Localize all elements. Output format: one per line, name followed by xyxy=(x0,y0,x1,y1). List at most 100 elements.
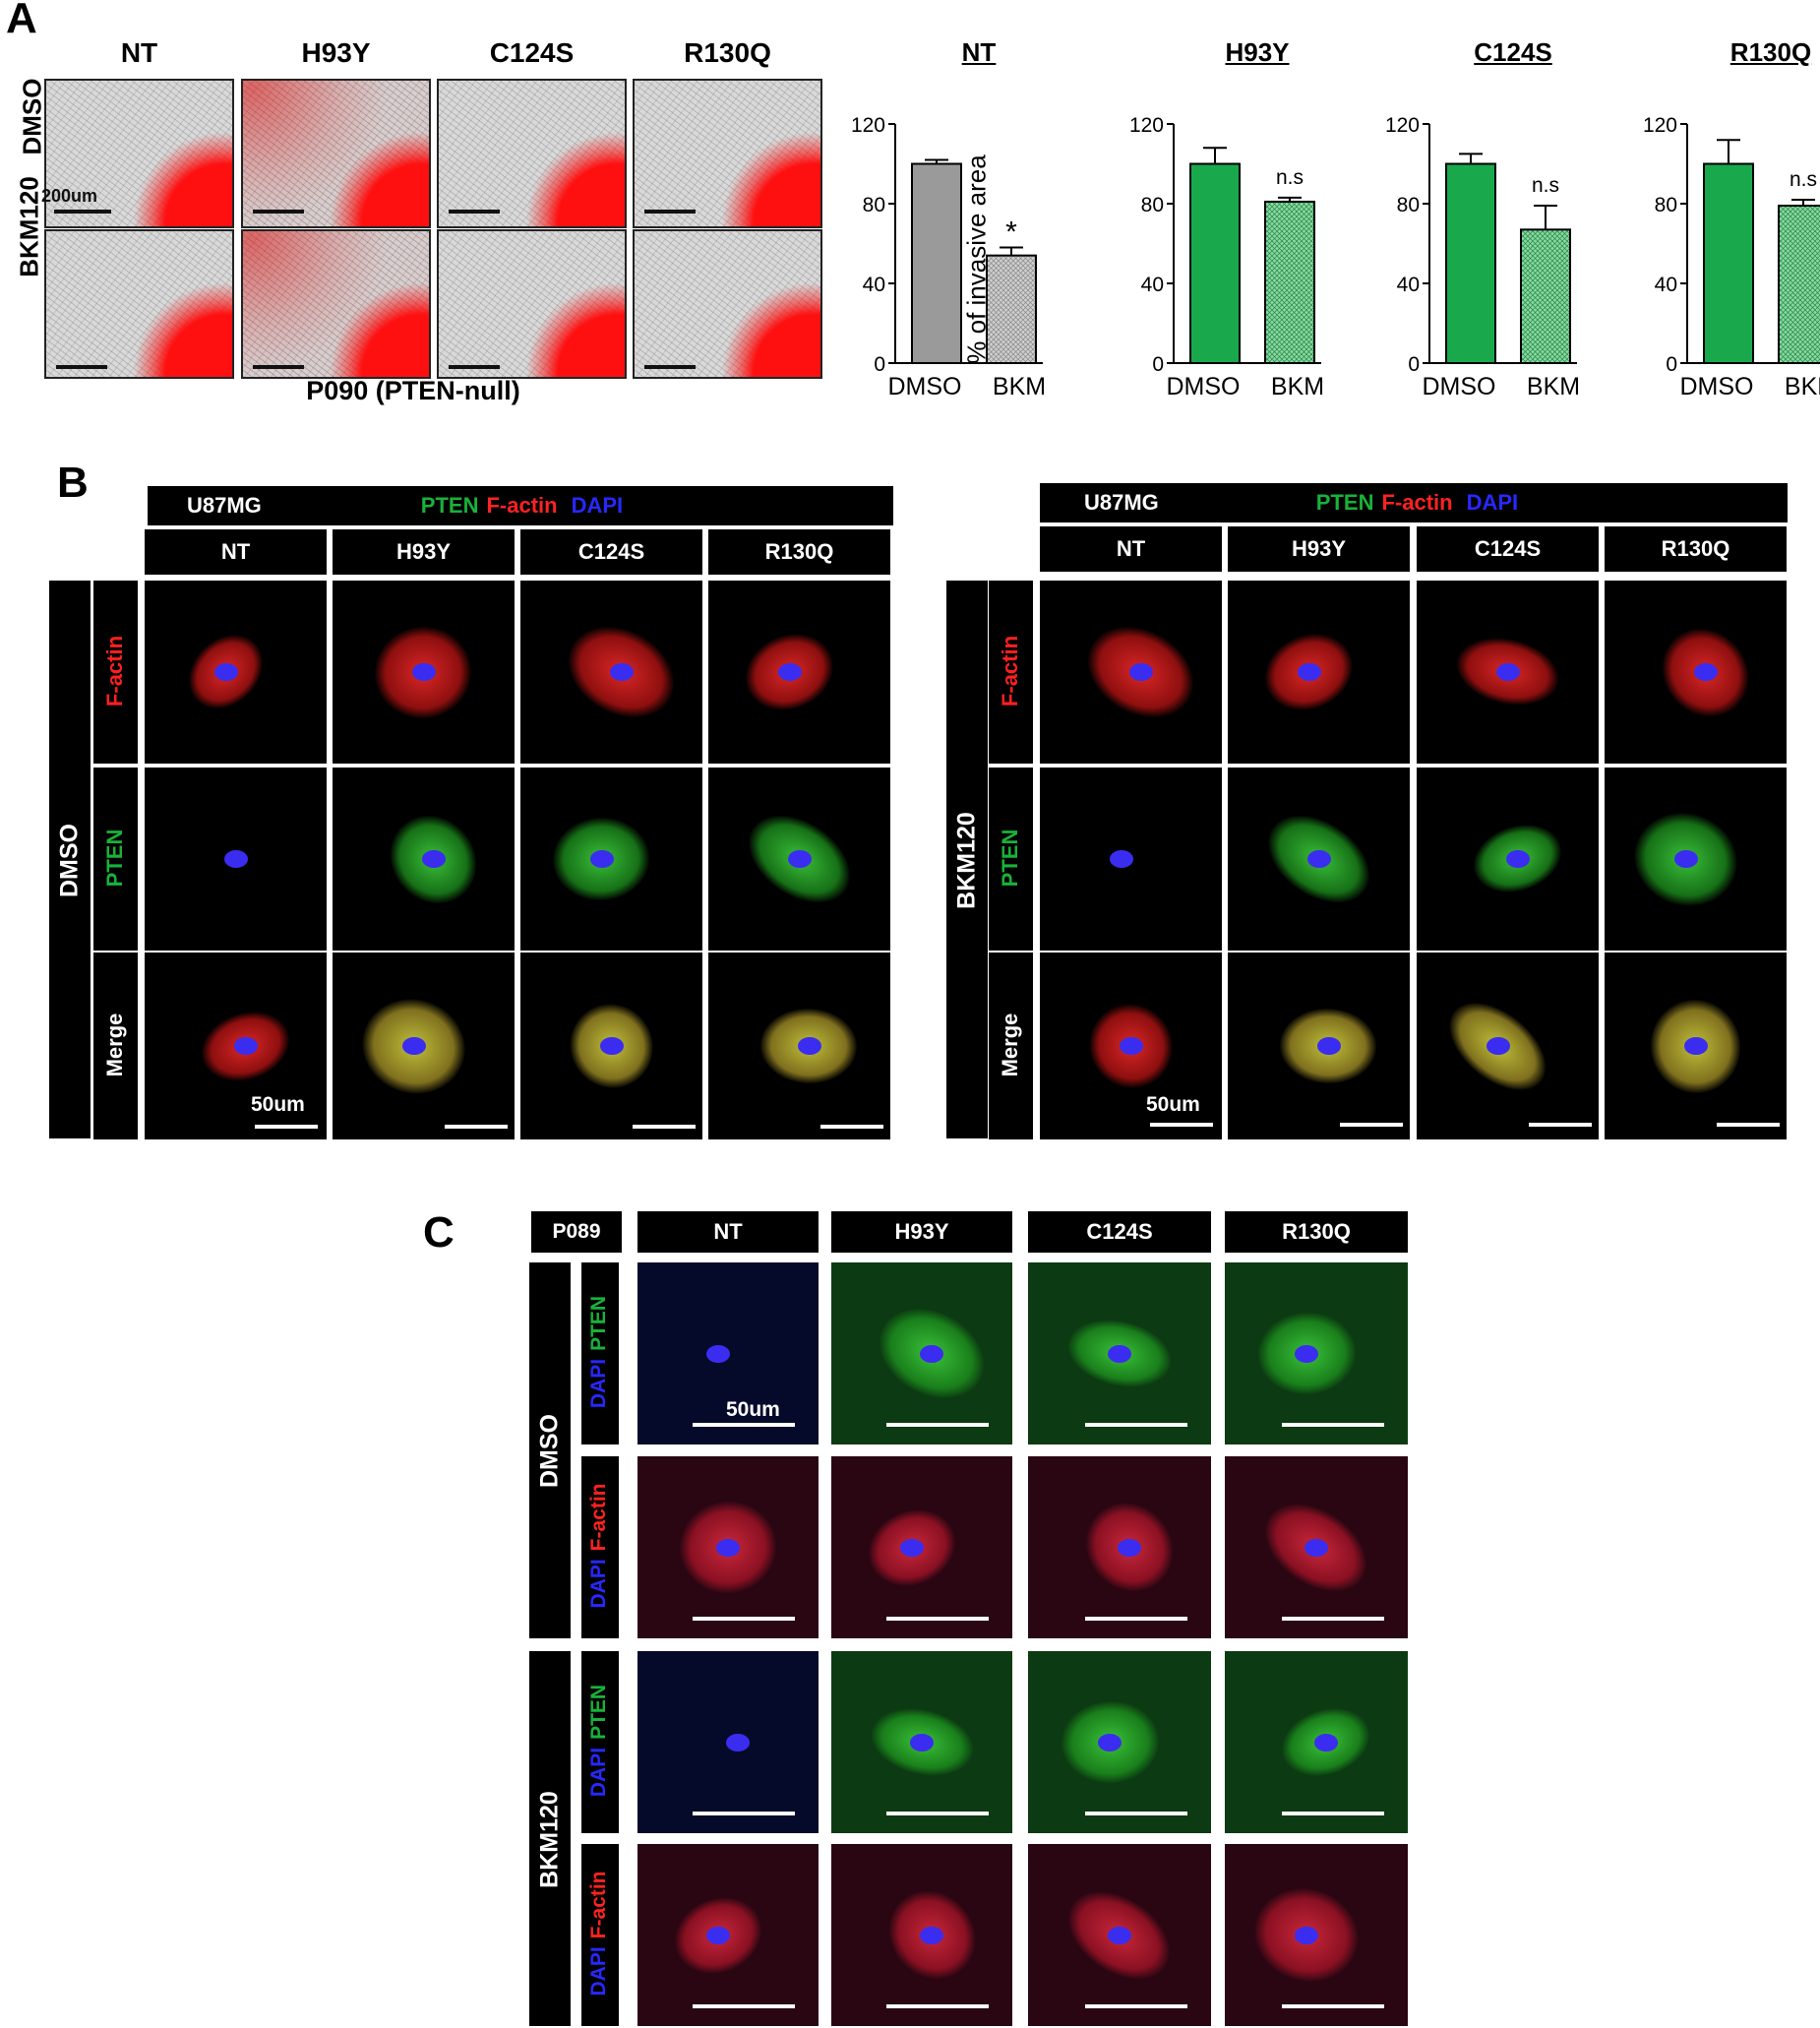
y-tick-label: 0 xyxy=(1408,353,1420,376)
brightfield-image xyxy=(437,229,627,379)
nucleus xyxy=(787,850,812,868)
bar-dmso xyxy=(1703,162,1754,364)
bar-chart: 0 40 80 120 DMSO * BKM xyxy=(851,114,1046,400)
row-label-dapi: DAPI xyxy=(587,1358,610,1408)
scale-bar xyxy=(253,210,304,214)
treatment-label: BKM120 xyxy=(535,1790,564,1888)
fluorescence-image xyxy=(1028,1456,1211,1638)
panel-a-caption: P090 (PTEN-null) xyxy=(306,376,520,405)
panel-b-col-header: C124S xyxy=(520,529,702,575)
nucleus xyxy=(1304,1538,1328,1557)
row-label: DAPI PTEN xyxy=(587,1652,611,1829)
nucleus xyxy=(609,663,634,681)
x-tick-label: BKM xyxy=(1271,373,1324,400)
y-tick-label: 80 xyxy=(1397,194,1420,216)
panel-letter-c: C xyxy=(423,1208,455,1257)
fluorescence-image xyxy=(1605,953,1787,1139)
row-label: Merge xyxy=(102,1013,127,1077)
row-label: DAPI F-actin xyxy=(587,1457,611,1634)
fluorescence-image xyxy=(520,581,702,764)
brightfield-image xyxy=(437,79,627,228)
scale-bar xyxy=(886,1617,989,1621)
panel-a-col-header: R130Q xyxy=(684,37,771,68)
brightfield-image xyxy=(44,79,234,228)
panel-b-col-header: R130Q xyxy=(1605,526,1787,572)
treatment-bar xyxy=(529,1262,571,1638)
panel-b-header-bar: U87MG PTEN F-actin DAPI xyxy=(1040,483,1788,522)
scale-bar xyxy=(1717,1123,1780,1127)
panel-c-col-header: C124S xyxy=(1028,1211,1211,1253)
nucleus xyxy=(1098,1733,1122,1751)
scale-bar xyxy=(445,1125,508,1129)
nucleus xyxy=(1295,1926,1318,1944)
y-tick-label: 40 xyxy=(1655,274,1677,296)
row-label-factin: F-actin xyxy=(587,1482,610,1551)
panel-c-col-header: NT xyxy=(637,1211,819,1253)
nucleus xyxy=(1119,1037,1143,1055)
y-tick-label: 120 xyxy=(1385,114,1420,137)
panel-a-row-label-bkm120: BKM120 xyxy=(14,176,44,277)
fluorescence-image xyxy=(831,1262,1012,1444)
fluorescence-image xyxy=(333,768,515,951)
bar-dmso xyxy=(911,162,962,364)
scale-bar xyxy=(253,365,304,369)
y-tick-label: 0 xyxy=(1152,353,1164,376)
bar-chart: 0 40 80 120 DMSO n.s BKM xyxy=(1643,114,1820,400)
significance-annotation: * xyxy=(1005,216,1017,249)
stain-factin-label: F-actin xyxy=(1381,490,1453,515)
panel-letter-b: B xyxy=(57,459,89,507)
scale-bar xyxy=(886,2004,989,2008)
fluorescence-image xyxy=(333,953,515,1139)
nucleus xyxy=(777,663,802,681)
scale-bar xyxy=(693,1812,795,1815)
treatment-label: DMSO xyxy=(55,824,84,897)
fluorescence-image xyxy=(520,768,702,951)
scale-bar xyxy=(1282,2004,1384,2008)
fluorescence-image xyxy=(1605,768,1787,951)
nucleus xyxy=(706,1926,730,1944)
scale-bar xyxy=(693,1617,795,1621)
fluorescence-image xyxy=(831,1651,1012,1833)
scale-label: 50um xyxy=(726,1398,780,1421)
nucleus xyxy=(1505,850,1530,868)
fluorescence-image xyxy=(1028,1262,1211,1444)
fluorescence-image xyxy=(637,1262,819,1444)
y-tick-label: 120 xyxy=(1643,114,1677,137)
cell-line-label: U87MG xyxy=(187,493,262,518)
scale-label: 50um xyxy=(1146,1093,1200,1116)
y-tick-label: 0 xyxy=(1666,353,1677,376)
panel-b-col-header: C124S xyxy=(1417,526,1599,572)
row-label-bar xyxy=(93,581,138,764)
panel-b-col-header: NT xyxy=(1040,526,1222,572)
chart-title: C124S xyxy=(1474,37,1552,67)
fluorescence-image xyxy=(1228,953,1410,1139)
y-tick-label: 40 xyxy=(1141,274,1164,296)
y-tick-label: 40 xyxy=(863,274,885,296)
fluorescence-image xyxy=(1417,768,1599,951)
panel-b-header-bar: U87MG PTEN F-actin DAPI xyxy=(148,486,893,525)
row-label-bar xyxy=(581,1844,619,2026)
x-tick-label: BKM xyxy=(993,373,1046,400)
chart-title: R130Q xyxy=(1729,37,1812,67)
x-tick-label: DMSO xyxy=(1423,373,1496,400)
nucleus xyxy=(1673,850,1698,868)
nucleus xyxy=(1486,1037,1510,1055)
treatment-bar xyxy=(946,581,988,1138)
row-label-bar xyxy=(989,768,1033,951)
fluorescence-image xyxy=(1417,953,1599,1139)
brightfield-image xyxy=(633,229,822,379)
nucleus xyxy=(900,1538,924,1557)
scale-bar xyxy=(633,1125,696,1129)
fluorescence-image xyxy=(1228,581,1410,764)
nucleus xyxy=(1295,1344,1318,1363)
fluorescence-image xyxy=(145,768,327,951)
fluorescence-image xyxy=(1028,1844,1211,2026)
scale-bar xyxy=(1085,1423,1187,1427)
y-tick-label: 40 xyxy=(1397,274,1420,296)
x-tick-label: DMSO xyxy=(1680,373,1754,400)
significance-annotation: n.s xyxy=(1790,168,1817,191)
fluorescence-image xyxy=(1605,581,1787,764)
nucleus xyxy=(1495,663,1520,681)
fluorescence-image xyxy=(708,768,890,951)
fluorescence-image xyxy=(520,953,702,1139)
